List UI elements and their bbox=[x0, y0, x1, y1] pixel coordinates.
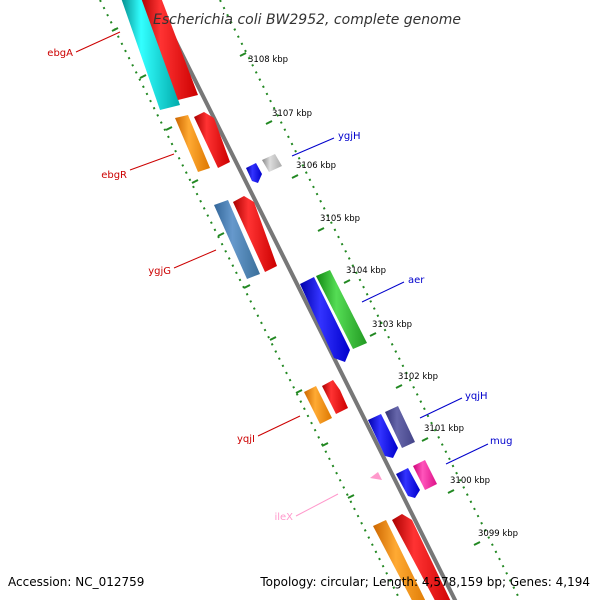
aer-blue-arrow bbox=[300, 277, 350, 362]
gene-label-ygjG: ygjG bbox=[148, 266, 171, 277]
ileX-marker bbox=[370, 472, 382, 480]
gene-label-aer: aer bbox=[408, 275, 425, 286]
tick-label: 3099 kbp bbox=[478, 529, 518, 539]
accession-text: Accession: NC_012759 bbox=[8, 575, 144, 589]
gene-label-yqjI: yqjI bbox=[237, 434, 255, 445]
inner-tick-marks bbox=[111, 27, 355, 499]
bottom-red-arrow bbox=[392, 514, 451, 600]
gene-label-ileX: ileX bbox=[274, 512, 293, 523]
ebgR-arrow bbox=[194, 112, 230, 168]
tick-label: 3102 kbp bbox=[398, 372, 438, 382]
tick-label: 3103 kbp bbox=[372, 320, 412, 330]
gene-label-yqjH: yqjH bbox=[465, 391, 488, 402]
ygjH-gray-block bbox=[262, 154, 282, 172]
label-leader-lines bbox=[75, 31, 489, 517]
gene-label-ygjH: ygjH bbox=[338, 131, 361, 142]
aer-green-block bbox=[316, 270, 367, 349]
ygjH-blue-arrow bbox=[246, 163, 262, 183]
ebgA-feature bbox=[121, 0, 180, 110]
mug-pink-block bbox=[413, 460, 437, 490]
tick-label: 3108 kbp bbox=[248, 55, 288, 65]
tick-label: 3100 kbp bbox=[450, 476, 490, 486]
mug-blue-arrow bbox=[396, 468, 420, 498]
tick-label: 3106 kbp bbox=[296, 161, 336, 171]
tick-label: 3107 kbp bbox=[272, 109, 312, 119]
ygjG-gene-block bbox=[214, 200, 260, 279]
yqjI-arrow bbox=[322, 380, 348, 414]
genome-backbone bbox=[152, 0, 458, 600]
gene-label-ebgA: ebgA bbox=[47, 48, 73, 59]
tick-label: 3101 kbp bbox=[424, 424, 464, 434]
yqjH-blue-arrow bbox=[368, 414, 398, 458]
ygjG-arrow bbox=[233, 196, 277, 272]
tick-label: 3104 kbp bbox=[346, 266, 386, 276]
gene-label-mug: mug bbox=[490, 436, 512, 447]
yqjH-purple-block bbox=[385, 406, 415, 448]
ebgR-gene-block bbox=[175, 115, 210, 172]
genome-title: Escherichia coli BW2952, complete genome bbox=[153, 12, 461, 28]
inner-dotted-guide bbox=[99, 0, 401, 600]
outer-dotted-guide bbox=[219, 0, 521, 600]
bottom-orange-block bbox=[373, 520, 426, 600]
yqjI-gene-block bbox=[304, 386, 332, 424]
tick-label: 3105 kbp bbox=[320, 214, 360, 224]
gene-label-ebgR: ebgR bbox=[101, 170, 127, 181]
genome-summary-text: Topology: circular; Length: 4,578,159 bp… bbox=[259, 575, 590, 589]
outer-tick-marks bbox=[239, 52, 481, 546]
ebgC-feature bbox=[141, 0, 198, 100]
